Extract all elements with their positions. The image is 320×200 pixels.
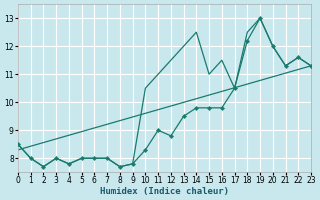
X-axis label: Humidex (Indice chaleur): Humidex (Indice chaleur) bbox=[100, 187, 229, 196]
